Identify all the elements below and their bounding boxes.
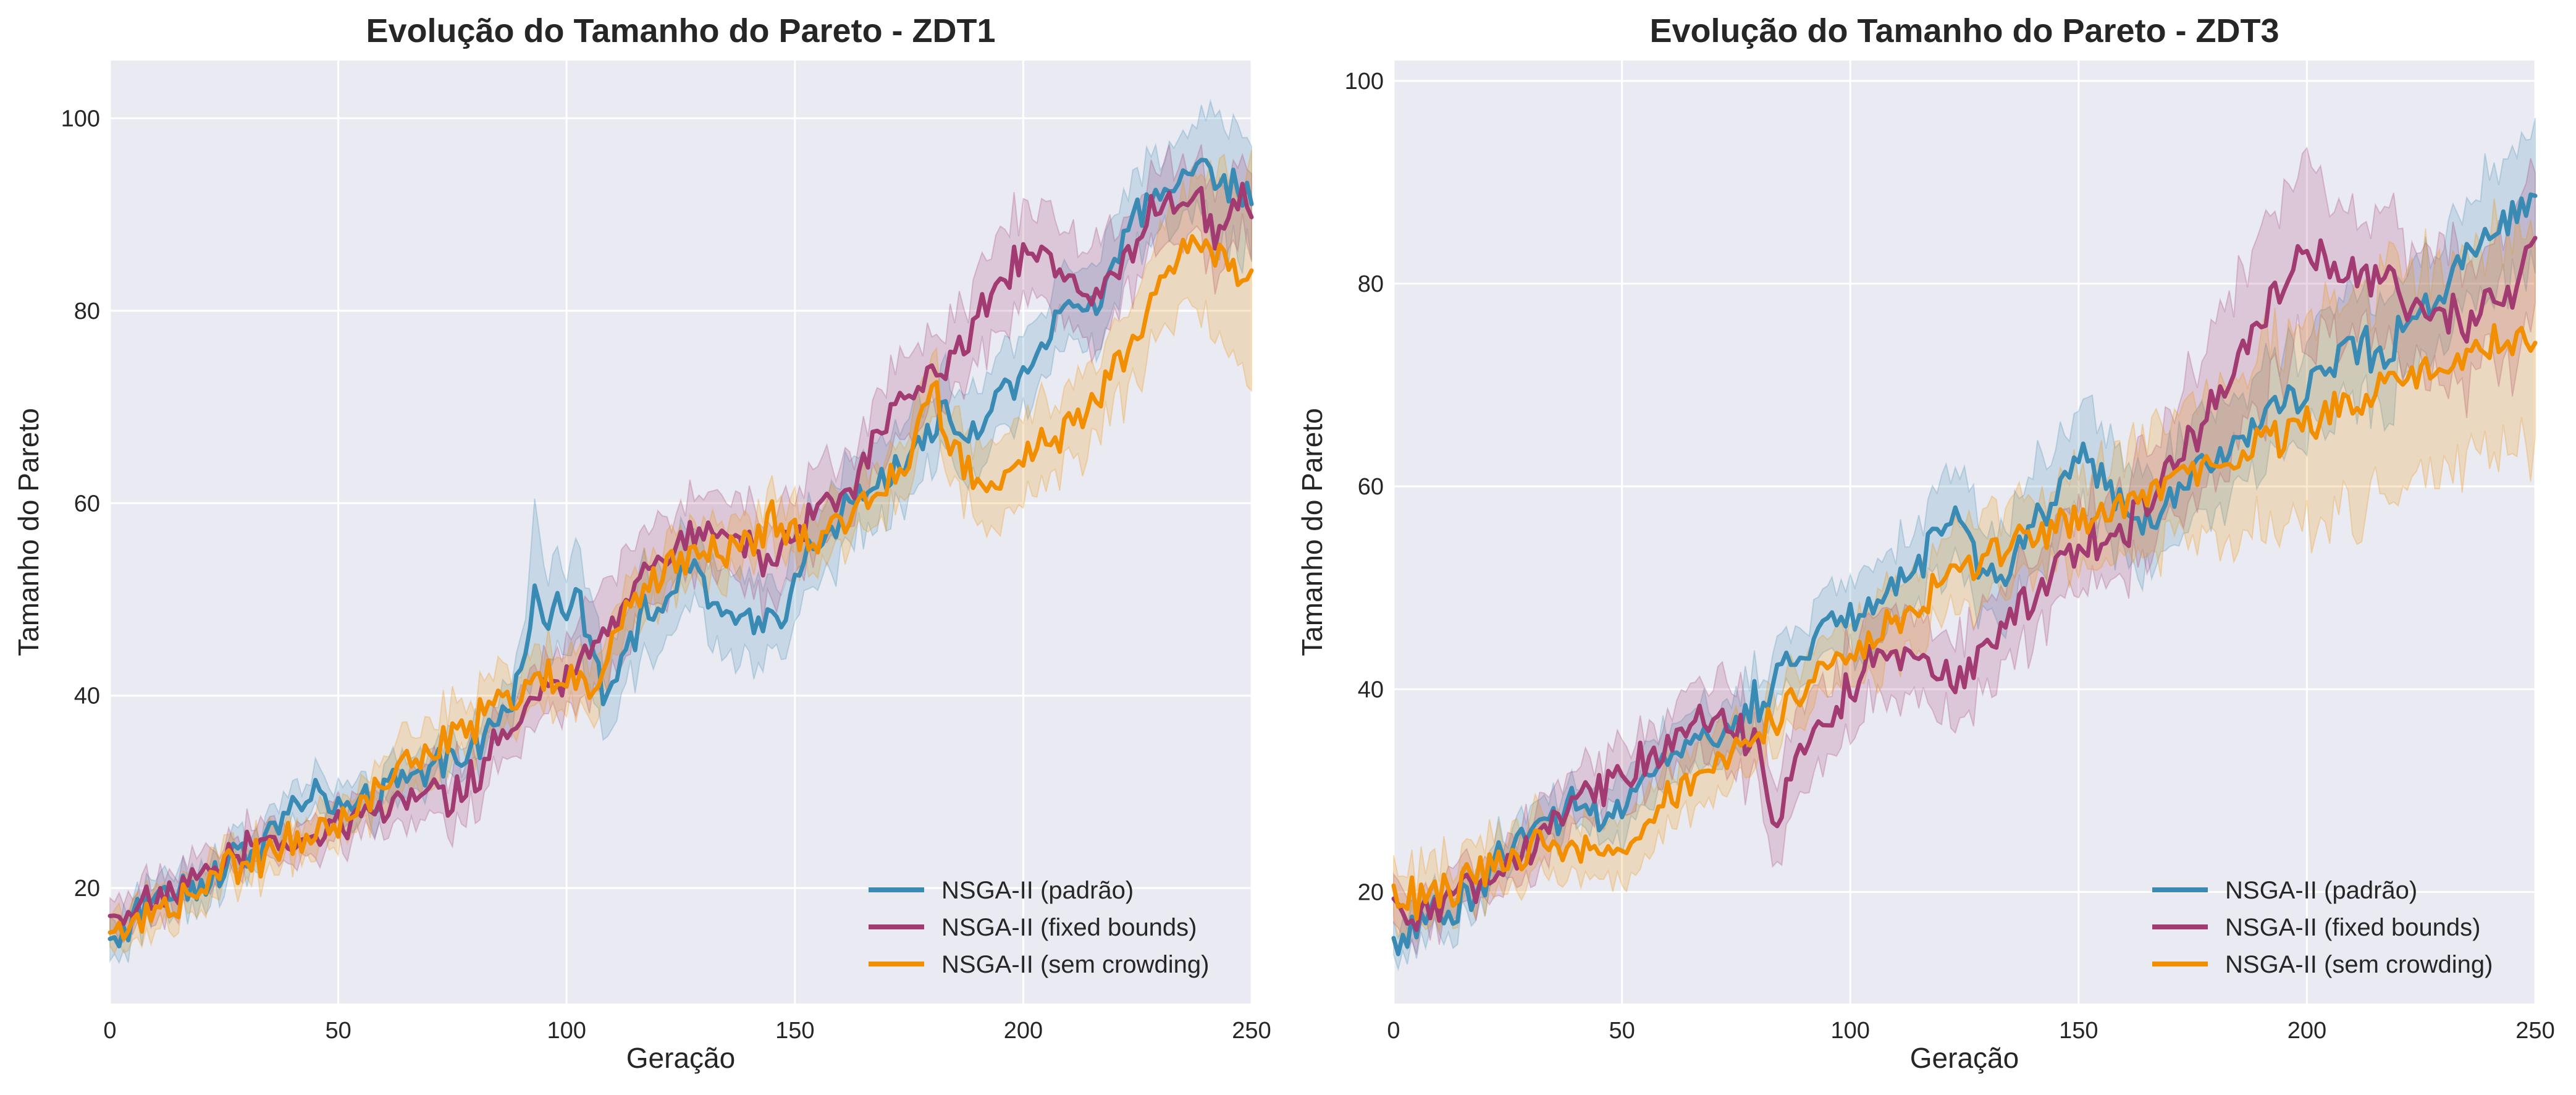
x-tick-label: 0 — [1387, 1018, 1400, 1044]
y-axis-label: Tamanho do Pareto — [1296, 408, 1328, 656]
series-line — [107, 234, 1254, 941]
y-tick-label: 100 — [1345, 69, 1384, 95]
chart-title: Evolução do Tamanho do Pareto - ZDT1 — [366, 12, 995, 49]
legend-label: NSGA-II (sem crowding) — [2225, 951, 2493, 978]
grid — [1392, 61, 2536, 1004]
y-tick-label: 20 — [1358, 880, 1384, 906]
x-tick-label: 150 — [2059, 1018, 2098, 1044]
legend-label: NSGA-II (padrão) — [941, 877, 1134, 904]
y-tick-label: 40 — [1358, 677, 1384, 703]
y-tick-label: 20 — [74, 876, 100, 902]
y-tick-label: 60 — [74, 491, 100, 517]
series-line — [107, 158, 1254, 949]
y-tick-labels: 20 40 60 80 100 — [61, 106, 100, 902]
y-tick-label: 80 — [74, 298, 100, 324]
series-line — [1391, 235, 2538, 932]
x-axis-label: Geração — [626, 1042, 735, 1074]
x-tick-label: 50 — [325, 1018, 351, 1044]
x-tick-label: 0 — [103, 1018, 116, 1044]
x-tick-label: 100 — [547, 1018, 586, 1044]
chart-title: Evolução do Tamanho do Pareto - ZDT3 — [1649, 12, 2279, 49]
x-tick-label: 150 — [775, 1018, 814, 1044]
series-line — [1391, 192, 2538, 957]
x-axis-label: Geração — [1910, 1042, 2019, 1074]
x-tick-label: 50 — [1609, 1018, 1635, 1044]
x-tick-label: 250 — [1232, 1018, 1271, 1044]
x-tick-labels: 0 50 100 150 200 250 — [1387, 1018, 2554, 1044]
y-tick-label: 80 — [1358, 271, 1384, 297]
legend-label: NSGA-II (sem crowding) — [941, 951, 1209, 978]
chart-zdt3: 0 50 100 150 200 250 20 40 60 80 100 NSGA-II (pad… — [1296, 12, 2555, 1074]
series-band — [109, 144, 1252, 944]
x-tick-labels: 0 50 100 150 200 250 — [103, 1018, 1271, 1044]
y-axis-label: Tamanho do Pareto — [12, 408, 44, 656]
series-line — [1391, 323, 2538, 921]
y-tick-label: 60 — [1358, 474, 1384, 500]
legend-label: NSGA-II (padrão) — [2225, 877, 2417, 904]
lines — [107, 158, 1254, 949]
x-tick-label: 250 — [2515, 1018, 2554, 1044]
y-tick-label: 100 — [61, 106, 100, 132]
legend: NSGA-II (padrão) NSGA-II (fixed bounds) NS… — [2152, 877, 2493, 978]
x-tick-label: 200 — [1004, 1018, 1043, 1044]
y-tick-labels: 20 40 60 80 100 — [1345, 69, 1384, 906]
y-tick-label: 40 — [74, 683, 100, 709]
legend: NSGA-II (padrão) NSGA-II (fixed bounds) NS… — [869, 877, 1209, 978]
lines — [1391, 192, 2538, 957]
series-band — [1393, 198, 2536, 942]
legend-label: NSGA-II (fixed bounds) — [941, 914, 1197, 941]
x-tick-label: 100 — [1830, 1018, 1869, 1044]
x-tick-label: 200 — [2288, 1018, 2326, 1044]
chart-zdt1: 0 50 100 150 200 250 20 40 60 80 100 NSGA-II (pad… — [12, 12, 1271, 1074]
legend-label: NSGA-II (fixed bounds) — [2225, 914, 2481, 941]
